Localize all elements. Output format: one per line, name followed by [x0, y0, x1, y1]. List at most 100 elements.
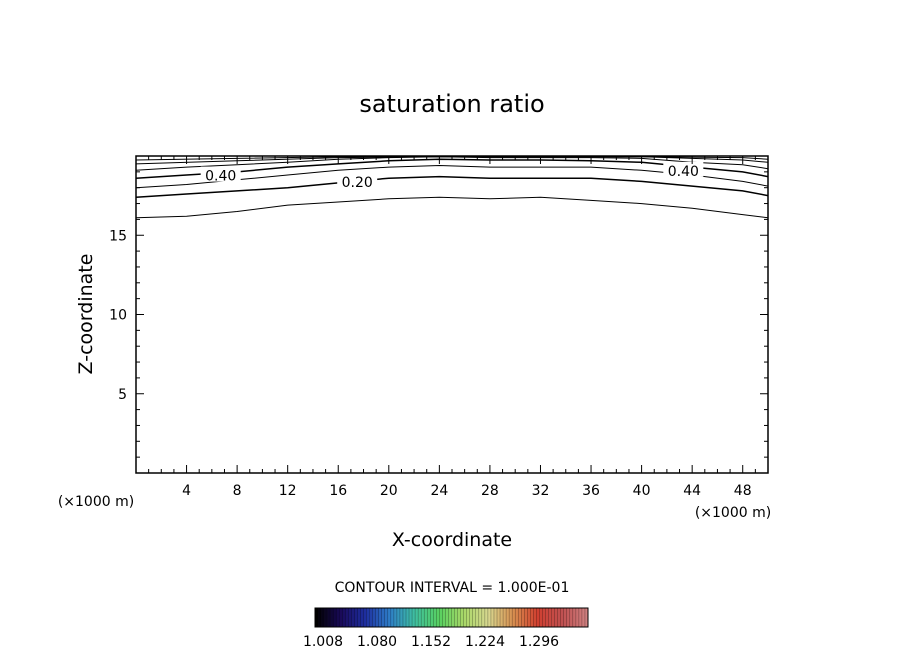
y-tick-label: 15 — [109, 228, 127, 244]
contour-label: 0.40 — [663, 161, 704, 180]
x-unit-label-right: (×1000 m) — [695, 505, 771, 521]
colorbar-swatch — [569, 608, 574, 627]
colorbar-swatch — [354, 608, 358, 627]
colorbar-swatch — [560, 608, 565, 627]
colorbar-swatch — [393, 608, 398, 627]
colorbar-swatch — [387, 608, 392, 627]
colorbar-swatch — [372, 608, 376, 627]
colorbar-swatch — [493, 608, 498, 627]
colorbar-swatch — [475, 608, 480, 627]
colorbar-swatch — [512, 608, 516, 627]
colorbar-tick-label: 1.008 — [303, 634, 343, 650]
colorbar-swatch — [463, 608, 467, 627]
colorbar-swatch — [524, 608, 528, 627]
colorbar-tick-label: 1.224 — [465, 634, 505, 650]
colorbar-swatch — [348, 608, 352, 627]
contour-interval-text: CONTOUR INTERVAL = 1.000E-01 — [335, 580, 570, 596]
plot-area: 0.40 0.20 0.40 — [135, 155, 769, 474]
colorbar-swatch — [433, 608, 437, 627]
colorbar-swatch — [563, 608, 568, 627]
colorbar-swatch — [460, 608, 464, 627]
y-tick-label: 10 — [109, 308, 127, 324]
colorbar-swatch — [406, 608, 410, 627]
colorbar-swatch — [466, 608, 470, 627]
svg-text:0.40: 0.40 — [668, 164, 699, 180]
colorbar-tick-label: 1.296 — [519, 634, 559, 650]
x-axis: 4 8 12 16 20 24 28 32 36 40 44 48 — [148, 156, 756, 499]
x-unit-label-left: (×1000 m) — [58, 494, 134, 510]
colorbar-swatch — [345, 608, 349, 627]
colorbar-swatch — [421, 608, 425, 627]
x-axis-title: X-coordinate — [392, 529, 512, 551]
colorbar-swatch — [481, 608, 486, 627]
colorbar-swatch — [384, 608, 389, 627]
x-tick-label: 24 — [430, 483, 448, 499]
x-tick-label: 32 — [532, 483, 550, 499]
colorbar-frame — [314, 607, 589, 628]
colorbar-swatch — [457, 608, 461, 627]
colorbar-swatch — [324, 608, 328, 627]
contour-line — [135, 196, 769, 219]
plot-frame — [135, 155, 769, 474]
colorbar-swatch — [339, 608, 343, 627]
colorbar-swatch — [503, 608, 507, 627]
colorbar-swatch — [530, 608, 534, 627]
colorbar-swatch — [396, 608, 401, 627]
x-tick-label: 20 — [380, 483, 398, 499]
colorbar-swatch — [418, 608, 422, 627]
x-tick-label: 28 — [481, 483, 499, 499]
contour-label: 0.40 — [200, 166, 241, 185]
colorbar-swatch — [360, 608, 364, 627]
colorbar-swatch — [581, 608, 586, 627]
colorbar-swatch — [351, 608, 355, 627]
colorbar-swatch — [584, 608, 589, 627]
colorbar-swatch — [490, 608, 495, 627]
colorbar-swatch — [497, 608, 501, 627]
colorbar-swatch — [409, 608, 413, 627]
colorbar-swatch — [390, 608, 395, 627]
x-tick-label: 40 — [633, 483, 651, 499]
colorbar-tick-label: 1.152 — [411, 634, 451, 650]
colorbar-swatch — [318, 608, 322, 627]
colorbar-swatch — [442, 608, 446, 627]
colorbar-swatch — [575, 608, 580, 627]
colorbar-swatch — [451, 608, 455, 627]
colorbar-swatch — [506, 608, 510, 627]
x-tick-label: 16 — [329, 483, 347, 499]
colorbar-swatch — [402, 608, 407, 627]
colorbar: 1.008 1.080 1.152 1.224 1.296 — [303, 607, 589, 650]
colorbar-swatch — [548, 608, 552, 627]
colorbar-swatch — [448, 608, 452, 627]
colorbar-swatch — [536, 608, 540, 627]
colorbar-swatch — [342, 608, 346, 627]
colorbar-swatch — [336, 608, 340, 627]
colorbar-swatch — [363, 608, 367, 627]
x-tick-label: 44 — [683, 483, 701, 499]
colorbar-swatch — [551, 608, 555, 627]
chart-title: saturation ratio — [359, 90, 544, 118]
svg-text:0.20: 0.20 — [342, 175, 373, 191]
x-tick-label: 12 — [279, 483, 297, 499]
colorbar-swatch — [533, 608, 537, 627]
colorbar-tick-label: 1.080 — [357, 634, 397, 650]
colorbar-swatch — [554, 608, 558, 627]
colorbar-swatch — [381, 608, 386, 627]
colorbar-swatch — [521, 608, 525, 627]
svg-text:0.40: 0.40 — [205, 169, 236, 185]
colorbar-swatch — [330, 608, 334, 627]
colorbar-swatch — [424, 608, 428, 627]
colorbar-swatch — [515, 608, 519, 627]
colorbar-swatch — [545, 608, 549, 627]
contour-label: 0.20 — [337, 172, 378, 191]
colorbar-swatch — [500, 608, 504, 627]
y-tick-label: 5 — [118, 387, 127, 403]
colorbar-swatch — [539, 608, 543, 627]
colorbar-swatch — [527, 608, 531, 627]
colorbar-swatch — [509, 608, 513, 627]
y-axis: 5 10 15 — [109, 171, 768, 458]
x-tick-label: 8 — [233, 483, 242, 499]
colorbar-swatch — [333, 608, 337, 627]
colorbar-swatch — [427, 608, 431, 627]
colorbar-swatch — [430, 608, 434, 627]
